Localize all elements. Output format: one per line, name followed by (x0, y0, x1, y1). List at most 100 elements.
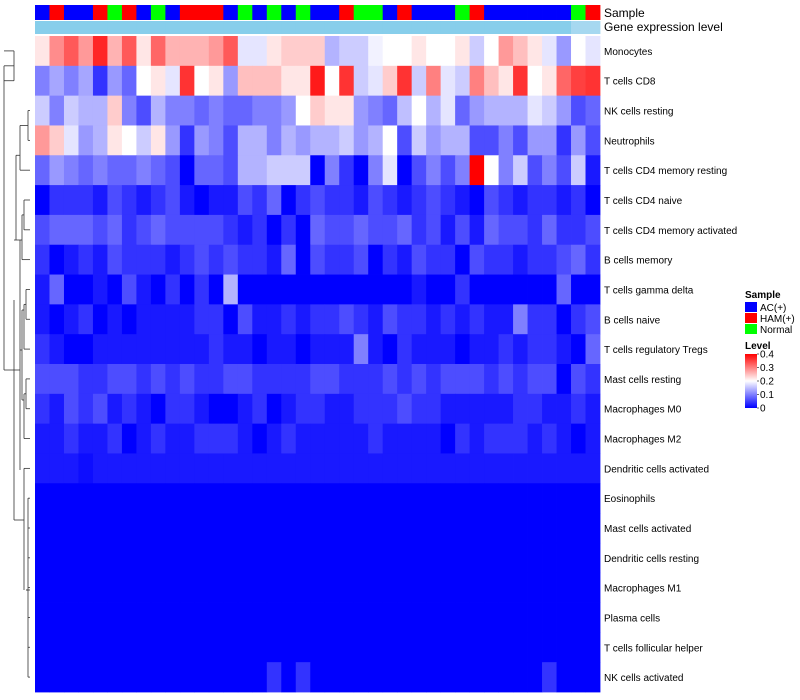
gene-expression-annotation-cell (92, 21, 108, 34)
heatmap-cell (78, 65, 94, 97)
heatmap-cell (63, 244, 79, 275)
heatmap-cell (208, 632, 224, 663)
heatmap-cell (266, 364, 282, 395)
heatmap-cell (252, 453, 268, 484)
row-label: T cells follicular helper (604, 643, 703, 654)
heatmap-cell (252, 364, 268, 395)
heatmap-cell (411, 334, 427, 365)
heatmap-cell (527, 244, 543, 275)
heatmap-cell (571, 542, 586, 574)
heatmap-cell (179, 632, 195, 663)
heatmap-cell (63, 602, 79, 633)
heatmap-cell (136, 542, 152, 574)
row-label: Dendritic cells activated (604, 464, 709, 475)
heatmap-cell (223, 95, 239, 126)
sample-annotation-cell (484, 5, 499, 20)
heatmap-cell (455, 155, 471, 186)
heatmap-cell (368, 274, 384, 305)
legend-level-tick-label: 0 (760, 404, 766, 415)
heatmap-cell (63, 662, 79, 693)
heatmap-cell (49, 65, 65, 97)
heatmap-cell (339, 662, 355, 693)
heatmap-cell (179, 513, 195, 544)
heatmap-cell (237, 304, 253, 335)
heatmap-cell (107, 304, 123, 335)
heatmap-cell (440, 662, 456, 693)
row-label: Monocytes (604, 47, 652, 58)
heatmap-cell (571, 572, 586, 603)
heatmap-cell (223, 214, 239, 246)
sample-annotation-cell (455, 5, 471, 20)
heatmap-cell (121, 393, 137, 425)
heatmap-cell (92, 364, 108, 395)
heatmap-cell (92, 274, 108, 305)
heatmap-cell (107, 65, 123, 97)
heatmap-cell (353, 274, 369, 305)
heatmap-cell (136, 214, 152, 246)
heatmap-cell (455, 453, 471, 484)
heatmap-cell (585, 632, 601, 663)
heatmap-cell (527, 214, 543, 246)
gene-expression-annotation-cell (121, 21, 137, 34)
heatmap-cell (310, 542, 326, 574)
gene-expression-annotation-cell (339, 21, 355, 34)
row-label: B cells memory (604, 256, 672, 267)
heatmap-cell (426, 602, 442, 633)
heatmap-cell (194, 185, 210, 216)
heatmap-cell (368, 483, 384, 514)
heatmap-cell (339, 483, 355, 514)
heatmap-cell (542, 513, 557, 544)
heatmap-cell (208, 542, 224, 574)
heatmap-cell (63, 274, 79, 305)
heatmap-cell (107, 572, 123, 603)
heatmap-cell (382, 632, 398, 663)
heatmap-cell (121, 214, 137, 246)
heatmap-cell (585, 36, 601, 67)
heatmap-cell (426, 662, 442, 693)
heatmap-cell (165, 602, 181, 633)
heatmap-cell (585, 393, 601, 425)
heatmap-cell (266, 662, 282, 693)
heatmap-cell (411, 36, 427, 67)
heatmap-cell (194, 36, 210, 67)
heatmap-cell (121, 513, 137, 544)
heatmap-cell (179, 364, 195, 395)
heatmap-cell (411, 393, 427, 425)
sample-annotation-cell (339, 5, 355, 20)
heatmap-cell (440, 155, 456, 186)
heatmap-cell (411, 244, 427, 275)
heatmap-cell (35, 423, 50, 454)
heatmap-cell (353, 334, 369, 365)
heatmap-cell (339, 632, 355, 663)
heatmap-cell (455, 65, 471, 97)
heatmap-cell (542, 95, 557, 126)
heatmap-cell (223, 334, 239, 365)
sample-annotation-cell (353, 5, 369, 20)
heatmap-cell (78, 662, 94, 693)
heatmap-cell (353, 304, 369, 335)
heatmap-cell (571, 423, 586, 454)
heatmap-cell (281, 572, 297, 603)
heatmap-cell (498, 513, 514, 544)
heatmap-cell (107, 632, 123, 663)
heatmap-cell (63, 513, 79, 544)
heatmap-cell (136, 513, 152, 544)
heatmap-cell (397, 65, 413, 97)
heatmap-cell (281, 632, 297, 663)
heatmap-cell (556, 662, 572, 693)
heatmap-cell (208, 662, 224, 693)
heatmap-cell (556, 65, 572, 97)
heatmap-cell (35, 542, 50, 574)
heatmap-cell (266, 214, 282, 246)
heatmap-cell (136, 632, 152, 663)
heatmap-cell (92, 602, 108, 633)
heatmap-cell (310, 513, 326, 544)
heatmap-cell (107, 155, 123, 186)
heatmap-cell (310, 155, 326, 186)
heatmap-cell (223, 244, 239, 275)
heatmap-cell (266, 542, 282, 574)
heatmap-cell (49, 125, 65, 156)
heatmap-cell (295, 155, 311, 186)
heatmap-cell (78, 155, 94, 186)
heatmap-cell (585, 602, 601, 633)
